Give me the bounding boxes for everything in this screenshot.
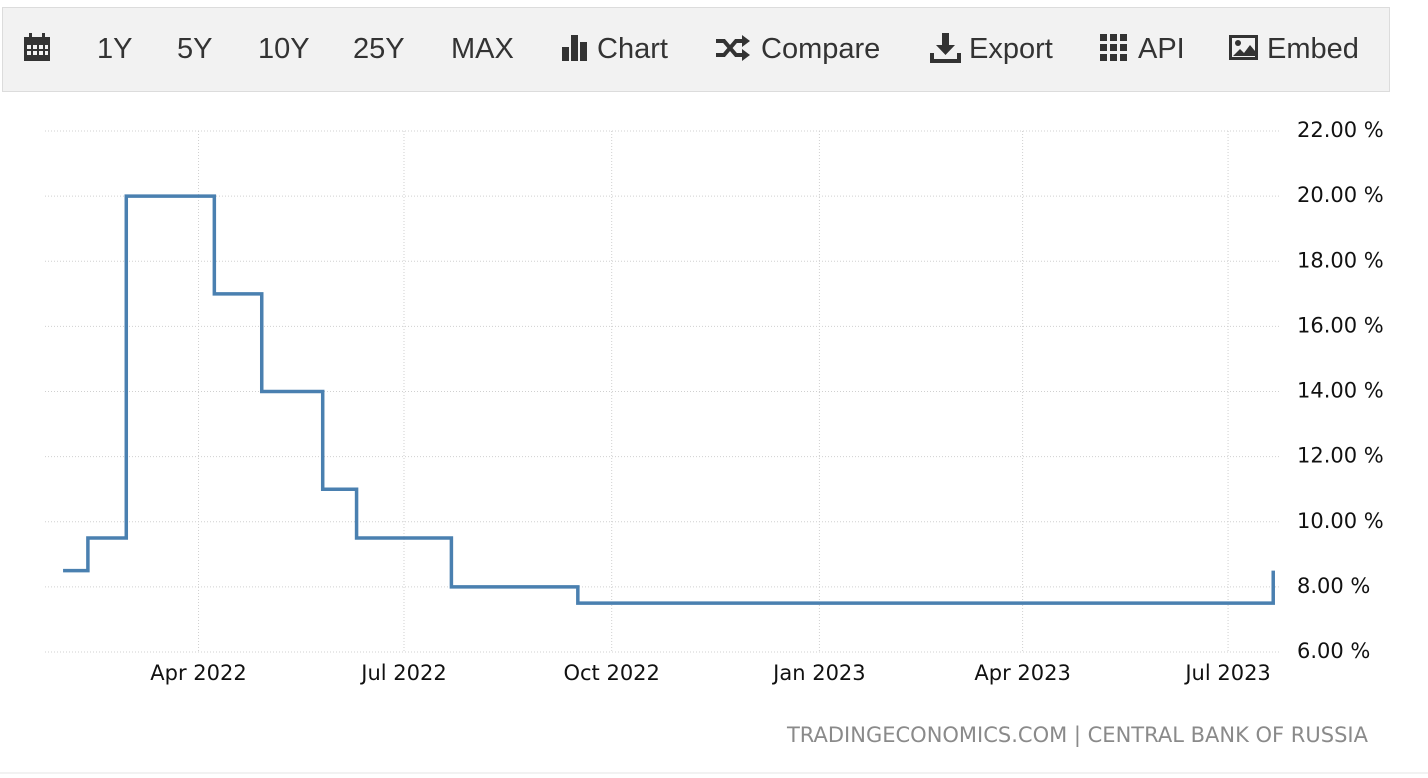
x-tick-label: Jan 2023 [771, 661, 866, 685]
export-icon [930, 33, 961, 63]
source-label: TRADINGECONOMICS.COM | CENTRAL BANK OF R… [786, 723, 1369, 748]
embed-button[interactable]: Embed [1267, 33, 1359, 65]
range-button[interactable]: 1Y [97, 33, 133, 65]
y-tick-label: 14.00 % [1297, 379, 1384, 403]
embed-icon [1229, 35, 1258, 60]
y-tick-label: 6.00 % [1297, 639, 1370, 663]
y-tick-label: 20.00 % [1297, 183, 1384, 207]
y-tick-label: 18.00 % [1297, 248, 1384, 272]
api-button[interactable]: API [1138, 33, 1185, 65]
chart-icon [562, 35, 587, 61]
x-tick-label: Apr 2022 [150, 661, 246, 685]
range-button[interactable]: 25Y [353, 33, 405, 65]
y-tick-label: 12.00 % [1297, 444, 1384, 468]
compare-button[interactable]: Compare [761, 33, 881, 65]
range-button[interactable]: 10Y [258, 33, 310, 65]
x-tick-label: Oct 2022 [563, 661, 659, 685]
compare-icon [716, 35, 750, 61]
y-tick-label: 16.00 % [1297, 313, 1384, 337]
toolbar: 1Y 5Y 10Y 25Y MAX Chart Compare Export A… [2, 7, 1390, 92]
x-tick-label: Jul 2022 [359, 661, 446, 685]
export-button[interactable]: Export [969, 33, 1053, 65]
range-button[interactable]: 5Y [177, 33, 213, 65]
chart-button[interactable]: Chart [597, 33, 668, 65]
api-icon [1100, 34, 1127, 61]
y-tick-label: 8.00 % [1297, 574, 1370, 598]
range-button[interactable]: MAX [451, 33, 514, 65]
calendar-icon[interactable] [23, 33, 53, 63]
y-tick-label: 10.00 % [1297, 509, 1384, 533]
x-tick-label: Apr 2023 [974, 661, 1070, 685]
x-tick-label: Jul 2023 [1183, 661, 1270, 685]
data-line [63, 194, 1275, 605]
y-tick-label: 22.00 % [1297, 118, 1384, 142]
